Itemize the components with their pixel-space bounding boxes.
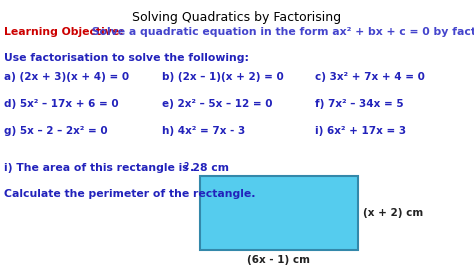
Text: e) 2x² – 5x – 12 = 0: e) 2x² – 5x – 12 = 0 — [162, 99, 273, 109]
Text: Solve a quadratic equation in the form ax² + bx + c = 0 by factorising.: Solve a quadratic equation in the form a… — [88, 27, 474, 37]
Text: f) 7x² – 34x = 5: f) 7x² – 34x = 5 — [315, 99, 404, 109]
Text: Learning Objective:: Learning Objective: — [4, 27, 124, 37]
Text: i) The area of this rectangle is 28 cm: i) The area of this rectangle is 28 cm — [4, 163, 229, 173]
Text: (x + 2) cm: (x + 2) cm — [363, 208, 423, 218]
Text: c) 3x² + 7x + 4 = 0: c) 3x² + 7x + 4 = 0 — [315, 72, 425, 82]
Text: g) 5x – 2 – 2x² = 0: g) 5x – 2 – 2x² = 0 — [4, 126, 108, 136]
Text: 2: 2 — [183, 162, 188, 171]
Text: Use factorisation to solve the following:: Use factorisation to solve the following… — [4, 53, 249, 63]
Bar — [200, 176, 358, 250]
Text: Solving Quadratics by Factorising: Solving Quadratics by Factorising — [132, 11, 342, 24]
Text: d) 5x² – 17x + 6 = 0: d) 5x² – 17x + 6 = 0 — [4, 99, 118, 109]
Text: a) (2x + 3)(x + 4) = 0: a) (2x + 3)(x + 4) = 0 — [4, 72, 129, 82]
Text: h) 4x² = 7x - 3: h) 4x² = 7x - 3 — [162, 126, 245, 136]
Text: .: . — [190, 163, 194, 173]
Text: b) (2x – 1)(x + 2) = 0: b) (2x – 1)(x + 2) = 0 — [162, 72, 284, 82]
Text: i) 6x² + 17x = 3: i) 6x² + 17x = 3 — [315, 126, 406, 136]
Text: Calculate the perimeter of the rectangle.: Calculate the perimeter of the rectangle… — [4, 189, 255, 199]
Text: (6x - 1) cm: (6x - 1) cm — [247, 255, 310, 265]
